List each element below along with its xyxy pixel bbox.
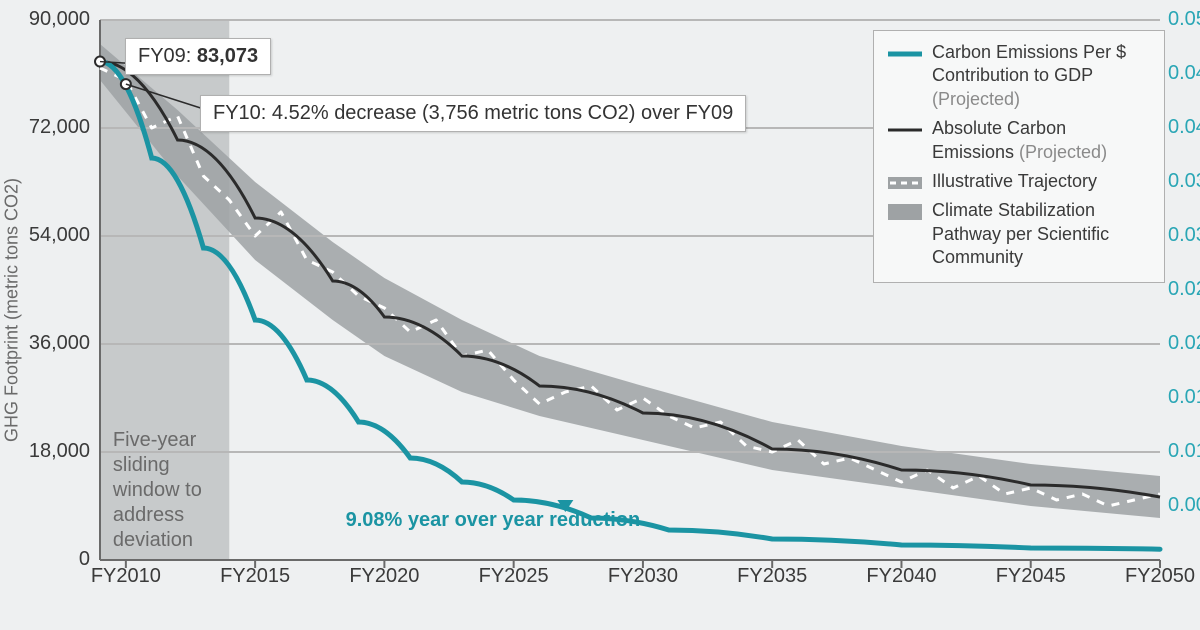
ytick-left: 36,000 (0, 332, 90, 355)
sliding-window-label: Five-yearslidingwindow toaddressdeviatio… (113, 428, 202, 553)
legend-item-label: Absolute Carbon Emissions (Projected) (932, 117, 1150, 164)
callout-fy10-prefix: FY10: (213, 102, 272, 124)
legend-item-label: Climate Stabilization Pathway per Scient… (932, 199, 1150, 269)
ytick-right: 0.030 (1168, 224, 1200, 247)
legend-item: Carbon Emissions Per $ Contribution to G… (888, 41, 1150, 111)
ytick-left: 0 (0, 548, 90, 571)
xtick: FY2020 (349, 565, 419, 588)
y-axis-left-label: GHG Footprint (metric tons CO2) (2, 178, 23, 442)
legend: Carbon Emissions Per $ Contribution to G… (873, 30, 1165, 283)
ytick-right: 0.035 (1168, 170, 1200, 193)
xtick: FY2030 (608, 565, 678, 588)
legend-item-label: Illustrative Trajectory (932, 170, 1097, 193)
ytick-right: 0.040 (1168, 116, 1200, 139)
ytick-left: 72,000 (0, 116, 90, 139)
xtick: FY2025 (479, 565, 549, 588)
ytick-left: 90,000 (0, 8, 90, 31)
ytick-right: 0.020 (1168, 332, 1200, 355)
emissions-chart: GHG Footprint (metric tons CO2) Five-yea… (0, 0, 1200, 630)
ytick-left: 54,000 (0, 224, 90, 247)
xtick: FY2010 (91, 565, 161, 588)
ytick-right: 0.050 (1168, 8, 1200, 31)
xtick: FY2040 (866, 565, 936, 588)
xtick: FY2015 (220, 565, 290, 588)
xtick: FY2050 (1125, 565, 1195, 588)
ytick-right: 0.010 (1168, 440, 1200, 463)
ytick-right: 0.025 (1168, 278, 1200, 301)
callout-fy09-prefix: FY09: (138, 45, 197, 67)
callout-fy10: FY10: 4.52% decrease (3,756 metric tons … (200, 95, 746, 132)
ytick-left: 18,000 (0, 440, 90, 463)
callout-fy09-value: 83,073 (197, 45, 258, 67)
legend-item-label: Carbon Emissions Per $ Contribution to G… (932, 41, 1150, 111)
legend-item: Climate Stabilization Pathway per Scient… (888, 199, 1150, 269)
ytick-right: 0.045 (1168, 62, 1200, 85)
ytick-right: 0.005 (1168, 494, 1200, 517)
ytick-right: 0.015 (1168, 386, 1200, 409)
callout-fy09: FY09: 83,073 (125, 38, 271, 75)
callout-fy10-value: 4.52% decrease (3,756 metric tons CO2) o… (272, 102, 733, 124)
xtick: FY2045 (996, 565, 1066, 588)
teal-annotation: 9.08% year over year reduction (346, 509, 641, 532)
legend-item: Illustrative Trajectory (888, 170, 1150, 193)
xtick: FY2035 (737, 565, 807, 588)
legend-item: Absolute Carbon Emissions (Projected) (888, 117, 1150, 164)
